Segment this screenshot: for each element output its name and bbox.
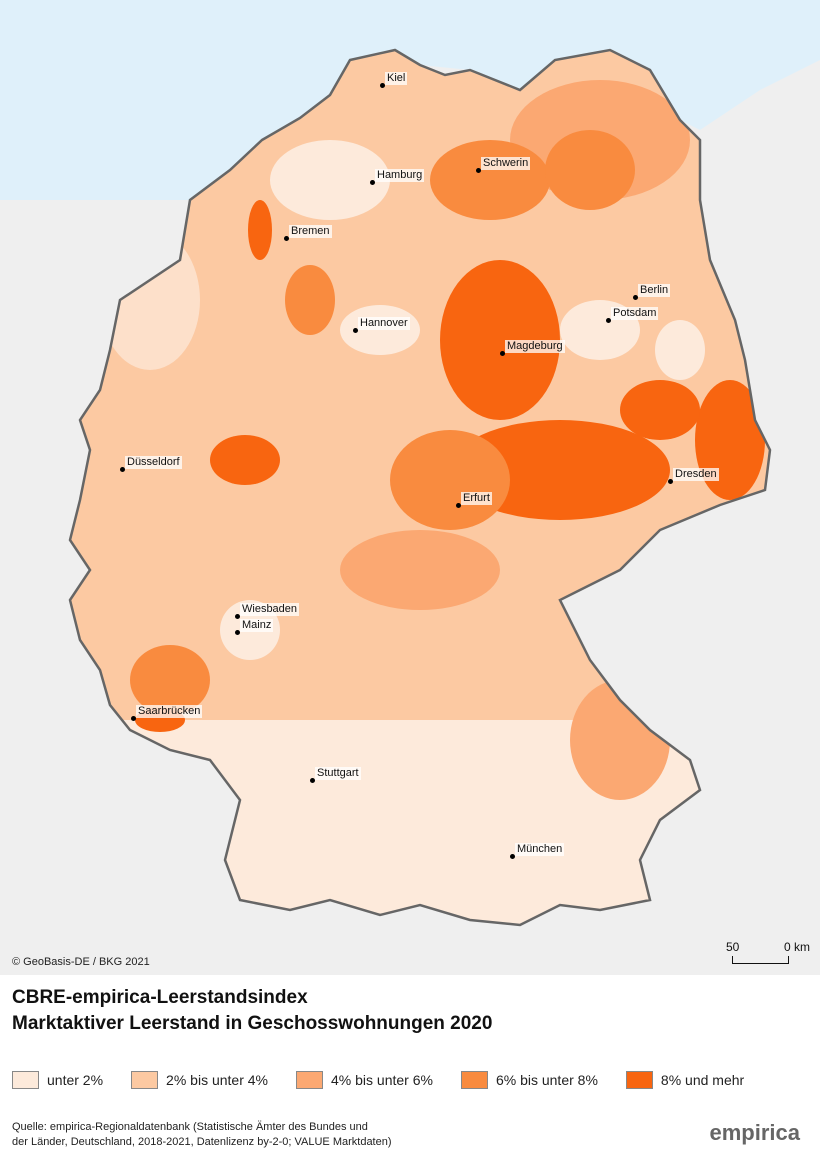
legend-swatch bbox=[12, 1071, 39, 1089]
city-label: Bremen bbox=[289, 225, 332, 238]
sea bbox=[0, 0, 820, 200]
city-marker bbox=[235, 630, 240, 635]
title-line-2: Marktaktiver Leerstand in Geschosswohnun… bbox=[12, 1013, 493, 1034]
source-line-2: der Länder, Deutschland, 2018-2021, Date… bbox=[12, 1136, 392, 1148]
city-label: Kiel bbox=[385, 72, 408, 85]
legend-item: 8% und mehr bbox=[625, 1071, 745, 1089]
legend-item: unter 2% bbox=[12, 1071, 103, 1089]
city-label: Hamburg bbox=[375, 169, 425, 182]
city-label: Dresden bbox=[673, 468, 719, 481]
city-marker bbox=[500, 351, 505, 356]
city-label: Potsdam bbox=[611, 307, 659, 320]
city-label: Magdeburg bbox=[505, 340, 565, 353]
legend-item: 6% bis unter 8% bbox=[460, 1071, 598, 1089]
city-marker bbox=[310, 778, 315, 783]
legend-swatch bbox=[460, 1071, 488, 1089]
legend-label: 6% bis unter 8% bbox=[495, 1072, 598, 1088]
map-svg bbox=[0, 0, 820, 927]
legend-swatch bbox=[296, 1071, 323, 1089]
city-marker bbox=[510, 854, 515, 859]
city-label: Erfurt bbox=[461, 492, 492, 505]
city-marker bbox=[476, 168, 481, 173]
city-label: Saarbrücken bbox=[136, 705, 203, 718]
source-note: Quelle: empirica-Regionaldatenbank (Stat… bbox=[12, 1120, 392, 1150]
city-marker bbox=[380, 83, 385, 88]
title-line-1: CBRE-empirica-Leerstandsindex bbox=[12, 987, 308, 1008]
legend-label: 4% bis unter 6% bbox=[331, 1072, 433, 1088]
legend-item: 4% bis unter 6% bbox=[296, 1071, 433, 1089]
city-label: Stuttgart bbox=[315, 767, 361, 780]
city-marker bbox=[131, 716, 136, 721]
city-marker bbox=[456, 503, 461, 508]
city-marker bbox=[606, 318, 611, 323]
legend: unter 2% 2% bis unter 4% 4% bis unter 6% 6%… bbox=[12, 1071, 772, 1089]
copyright: © GeoBasis-DE / BKG 2021 bbox=[12, 956, 150, 968]
city-marker bbox=[370, 180, 375, 185]
city-marker bbox=[120, 467, 125, 472]
city-label: Hannover bbox=[358, 317, 410, 330]
legend-swatch bbox=[131, 1071, 159, 1089]
scale-right-label: 0 km bbox=[784, 940, 811, 954]
city-label: Wiesbaden bbox=[240, 603, 300, 616]
city-label: Schwerin bbox=[481, 157, 531, 170]
city-marker bbox=[284, 236, 289, 241]
scale-line bbox=[732, 956, 789, 964]
city-label: München bbox=[515, 843, 565, 856]
choropleth-map: Kiel Hamburg Schwerin Bremen Hannover Berlin P… bbox=[0, 0, 820, 975]
city-label: Düsseldorf bbox=[125, 456, 182, 469]
legend-label: 8% und mehr bbox=[660, 1072, 745, 1088]
legend-item: 2% bis unter 4% bbox=[131, 1071, 268, 1089]
city-label: Berlin bbox=[638, 284, 671, 297]
empirica-logo: empirica bbox=[709, 1120, 801, 1145]
legend-swatch bbox=[625, 1071, 653, 1089]
map-title: CBRE-empirica-Leerstandsindex Marktaktive… bbox=[12, 985, 492, 1037]
city-marker bbox=[353, 328, 358, 333]
city-label: Mainz bbox=[240, 619, 274, 632]
scale-left-label: 50 bbox=[726, 940, 740, 954]
legend-label: 2% bis unter 4% bbox=[166, 1072, 268, 1088]
city-marker bbox=[668, 479, 673, 484]
legend-label: unter 2% bbox=[47, 1072, 104, 1088]
source-line-1: Quelle: empirica-Regionaldatenbank (Stat… bbox=[12, 1121, 368, 1133]
city-marker bbox=[235, 614, 240, 619]
city-marker bbox=[633, 295, 638, 300]
